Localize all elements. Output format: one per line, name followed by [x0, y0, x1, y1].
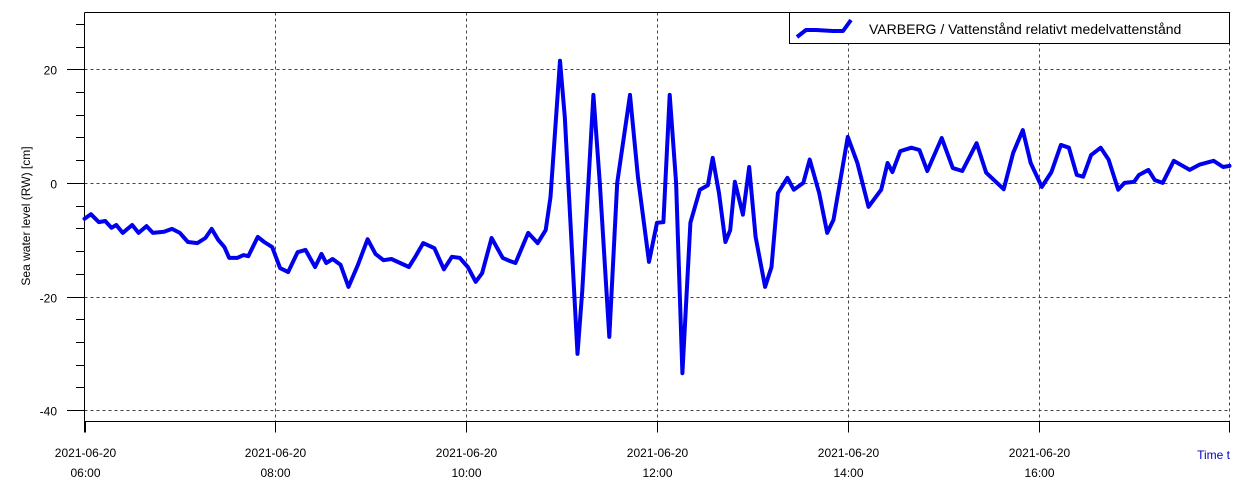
x-axis-label: Time t — [1197, 448, 1231, 462]
y-tick-label: -40 — [40, 405, 58, 419]
x-tick-date-label: 2021-06-20 — [627, 446, 689, 460]
x-tick-date-label: 2021-06-20 — [55, 446, 117, 460]
x-tick-time-label: 16:00 — [1024, 466, 1054, 480]
legend-box — [789, 12, 1230, 44]
x-tick-time-label: 14:00 — [833, 466, 863, 480]
x-tick-time-label: 06:00 — [70, 466, 100, 480]
series-line — [82, 58, 1232, 376]
x-tick-date-label: 2021-06-20 — [818, 446, 880, 460]
legend-line-sample — [795, 18, 853, 39]
x-tick-time-label: 12:00 — [642, 466, 672, 480]
x-tick-date-label: 2021-06-20 — [1009, 446, 1071, 460]
axes: 20 0 -20 -40 2021-06-20 06:00 2021-06-20 08:00 2… — [40, 12, 1230, 480]
y-tick-label: 20 — [44, 64, 58, 78]
legend-label: VARBERG / Vattenstånd relativt medelvatt… — [869, 21, 1181, 37]
y-axis-label: Sea water level (RW) [cm] — [19, 146, 33, 285]
x-tick-time-label: 08:00 — [260, 466, 290, 480]
grid — [84, 12, 1230, 422]
y-tick-label: -20 — [40, 292, 58, 306]
legend: VARBERG / Vattenstånd relativt medelvatt… — [789, 12, 1230, 44]
x-tick-time-label: 10:00 — [451, 466, 481, 480]
x-tick-date-label: 2021-06-20 — [245, 446, 307, 460]
x-tick-date-label: 2021-06-20 — [436, 446, 498, 460]
y-tick-label: 0 — [50, 178, 57, 192]
series-layer — [82, 58, 1232, 376]
